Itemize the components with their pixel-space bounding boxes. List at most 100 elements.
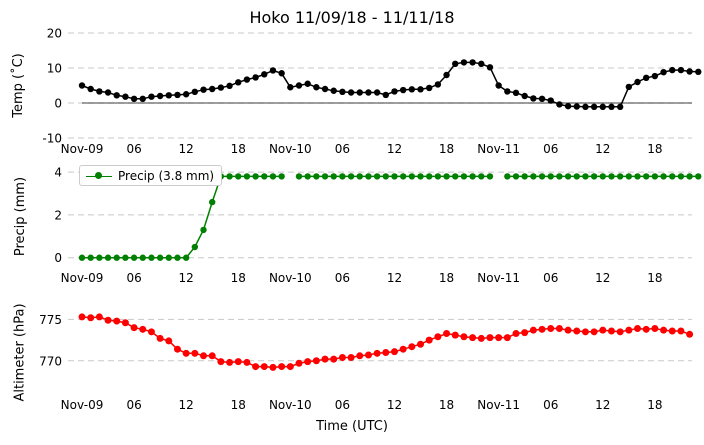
precip-data-point: [460, 173, 468, 180]
precip-data-point: [504, 173, 511, 180]
precip-xtick-label: Nov-10: [269, 271, 312, 285]
altimeter-xtick-label: 12: [387, 398, 402, 412]
altimeter-data-point: [399, 345, 407, 353]
altimeter-data-point: [677, 327, 685, 335]
precip-data-point: [443, 173, 450, 180]
altimeter-data-point: [564, 326, 572, 334]
altimeter-data-point: [234, 358, 242, 366]
altimeter-data-point: [182, 349, 190, 357]
altimeter-series-line: [81, 316, 690, 369]
precip-data-point: [434, 173, 442, 180]
altimeter-data-point: [364, 351, 372, 359]
precip-data-point: [469, 173, 476, 180]
precip-data-point: [408, 173, 416, 180]
temp-panel: -10 0 10 20 Nov-09 06 12 18 Nov-10 06 12 18 Nov-11 06…: [42, 27, 702, 156]
temp-data-point: [391, 88, 398, 95]
precip-data-point: [417, 173, 424, 180]
altimeter-ytick-label: 770: [39, 354, 62, 368]
temp-data-point: [339, 88, 346, 96]
temp-xtick-label: Nov-11: [477, 142, 520, 156]
temp-xtick-label: 06: [543, 142, 558, 156]
temp-xtick-label: Nov-09: [61, 142, 104, 156]
temp-data-point: [582, 103, 589, 111]
altimeter-data-point: [139, 325, 147, 333]
precip-data-point: [634, 173, 641, 180]
precip-data-point: [304, 173, 311, 180]
temp-xtick-label: 12: [595, 142, 610, 156]
temp-data-point: [616, 103, 624, 111]
temp-data-point: [373, 89, 381, 96]
altimeter-data-point: [495, 334, 503, 342]
temp-data-point: [452, 60, 459, 67]
temp-data-point: [651, 72, 659, 80]
precip-data-point: [130, 254, 138, 261]
precip-data-point: [643, 173, 650, 180]
precip-data-point: [235, 173, 242, 180]
temp-data-point: [182, 91, 190, 98]
altimeter-xtick-label: 12: [595, 398, 610, 412]
precip-xtick-label: 06: [126, 271, 141, 285]
temp-ytick-label: 20: [47, 27, 62, 41]
precip-data-point: [200, 226, 207, 234]
temp-data-point: [408, 86, 416, 93]
temp-data-point: [643, 74, 650, 82]
temp-data-point: [200, 86, 207, 93]
temp-data-point: [313, 84, 320, 91]
precip-data-point: [599, 173, 606, 180]
precip-data-point: [191, 243, 199, 251]
altimeter-xtick-label: 18: [231, 398, 246, 412]
precip-data-point: [339, 173, 346, 180]
temp-data-point: [382, 91, 389, 99]
precip-data-point: [156, 254, 164, 261]
temp-data-point: [564, 102, 572, 110]
precip-ytick-label: 2: [54, 208, 62, 222]
temp-xtick-label: 18: [647, 142, 662, 156]
altimeter-data-point: [451, 331, 459, 339]
precip-data-point: [182, 254, 190, 261]
precip-data-point: [356, 173, 363, 180]
altimeter-data-point: [304, 358, 312, 366]
temp-ytick-label: -10: [42, 132, 62, 146]
altimeter-data-point: [634, 325, 642, 333]
altimeter-data-point: [130, 324, 138, 332]
temp-data-point: [287, 84, 294, 91]
altimeter-ytick-label: 775: [39, 313, 62, 327]
precip-data-point: [174, 254, 181, 261]
altimeter-data-point: [503, 334, 511, 342]
precip-ytick-label: 4: [54, 166, 62, 180]
altimeter-data-point: [286, 363, 294, 371]
precip-data-point: [252, 173, 259, 180]
altimeter-data-point: [651, 325, 659, 333]
temp-data-point: [478, 60, 485, 67]
altimeter-data-point: [87, 314, 95, 322]
altimeter-data-point: [165, 337, 173, 345]
altimeter-xtick-label: 12: [179, 398, 194, 412]
altimeter-data-point: [460, 333, 468, 341]
precip-data-point: [78, 254, 86, 261]
precip-data-point: [556, 173, 563, 180]
precip-data-point: [564, 173, 572, 180]
precip-data-point: [530, 173, 537, 180]
altimeter-data-point: [469, 334, 477, 342]
altimeter-data-point: [252, 363, 260, 371]
temp-xtick-label: 18: [439, 142, 454, 156]
precip-data-point: [590, 173, 598, 180]
temp-data-point: [634, 78, 641, 86]
temp-data-point: [495, 82, 502, 89]
temp-data-point: [573, 103, 580, 110]
altimeter-data-point: [660, 326, 668, 334]
precip-data-point: [269, 173, 277, 180]
altimeter-data-point: [573, 327, 581, 335]
temp-ytick-label: 0: [54, 97, 62, 111]
temp-ytick-label: 10: [47, 62, 62, 76]
altimeter-xtick-label: 18: [439, 398, 454, 412]
temp-data-point: [399, 86, 407, 94]
altimeter-data-point: [78, 313, 86, 321]
altimeter-data-point: [581, 328, 589, 336]
altimeter-data-point: [390, 348, 398, 356]
altimeter-data-point: [425, 336, 433, 344]
altimeter-data-point: [616, 328, 624, 336]
temp-data-point: [434, 81, 442, 88]
temp-data-point: [599, 103, 606, 111]
